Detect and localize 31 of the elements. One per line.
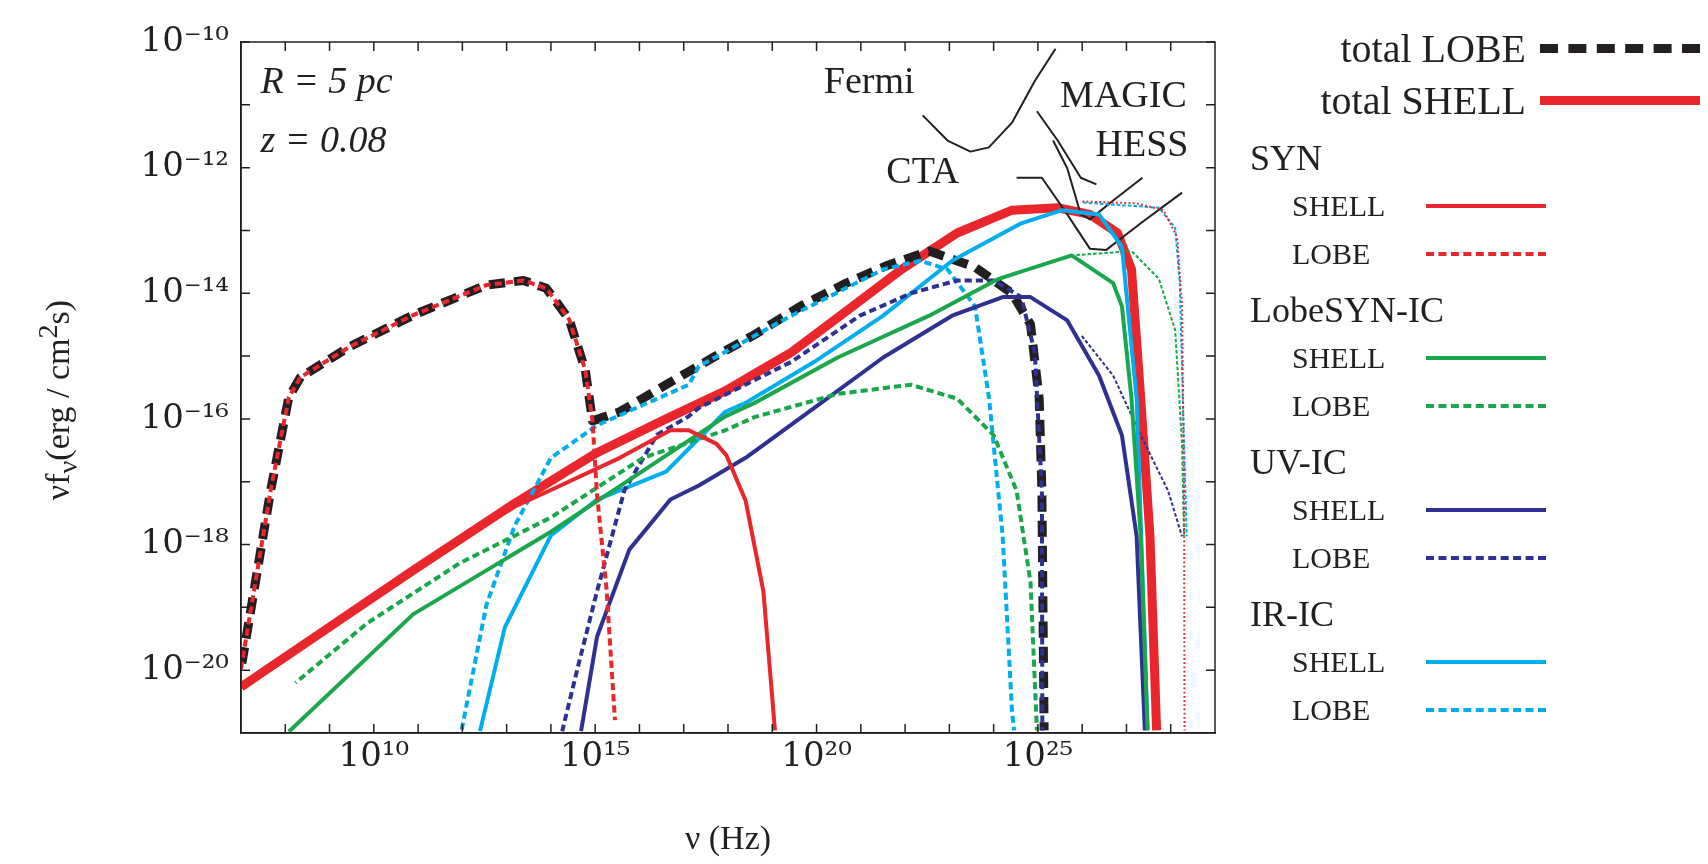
text: IR-IC xyxy=(1249,593,1335,636)
legend-label: LOBE xyxy=(1292,693,1372,727)
x-tick-label: 10²⁰ xyxy=(781,734,852,775)
legend-label: total SHELL xyxy=(1320,76,1526,124)
annotation: CTA xyxy=(886,149,960,192)
text: SYN xyxy=(1249,137,1324,180)
legend-label: SHELL xyxy=(1292,645,1387,679)
y-tick-label: 10⁻¹⁴ xyxy=(140,270,229,311)
annotation: HESS xyxy=(1095,121,1189,164)
x-tick-label: 10¹⁰ xyxy=(338,734,410,775)
y-tick-label: 10⁻²⁰ xyxy=(140,647,229,688)
legend-label: LOBE xyxy=(1292,389,1372,423)
legend-label: total LOBE xyxy=(1340,24,1526,72)
text: LobeSYN-IC xyxy=(1249,289,1445,332)
annotation: z = 0.08 xyxy=(259,118,387,161)
y-tick-label: 10⁻¹⁶ xyxy=(140,395,229,436)
legend-label: LOBE xyxy=(1292,541,1372,575)
text: UV-IC xyxy=(1249,441,1348,484)
annotation: Fermi xyxy=(823,59,915,102)
x-axis-title: ν (Hz) xyxy=(684,818,772,857)
legend-label: SHELL xyxy=(1292,189,1387,223)
legend-label: SHELL xyxy=(1292,493,1387,527)
annotation: MAGIC xyxy=(1060,73,1187,116)
x-tick-label: 10¹⁵ xyxy=(559,734,631,775)
legend-label: LOBE xyxy=(1292,237,1372,271)
y-tick-label: 10⁻¹⁰ xyxy=(140,18,229,59)
y-tick-label: 10⁻¹² xyxy=(140,144,229,185)
annotation: R = 5 pc xyxy=(259,59,393,102)
x-tick-label: 10²⁵ xyxy=(1002,734,1074,775)
legend-label: SHELL xyxy=(1292,341,1387,375)
y-tick-label: 10⁻¹⁸ xyxy=(140,521,229,562)
